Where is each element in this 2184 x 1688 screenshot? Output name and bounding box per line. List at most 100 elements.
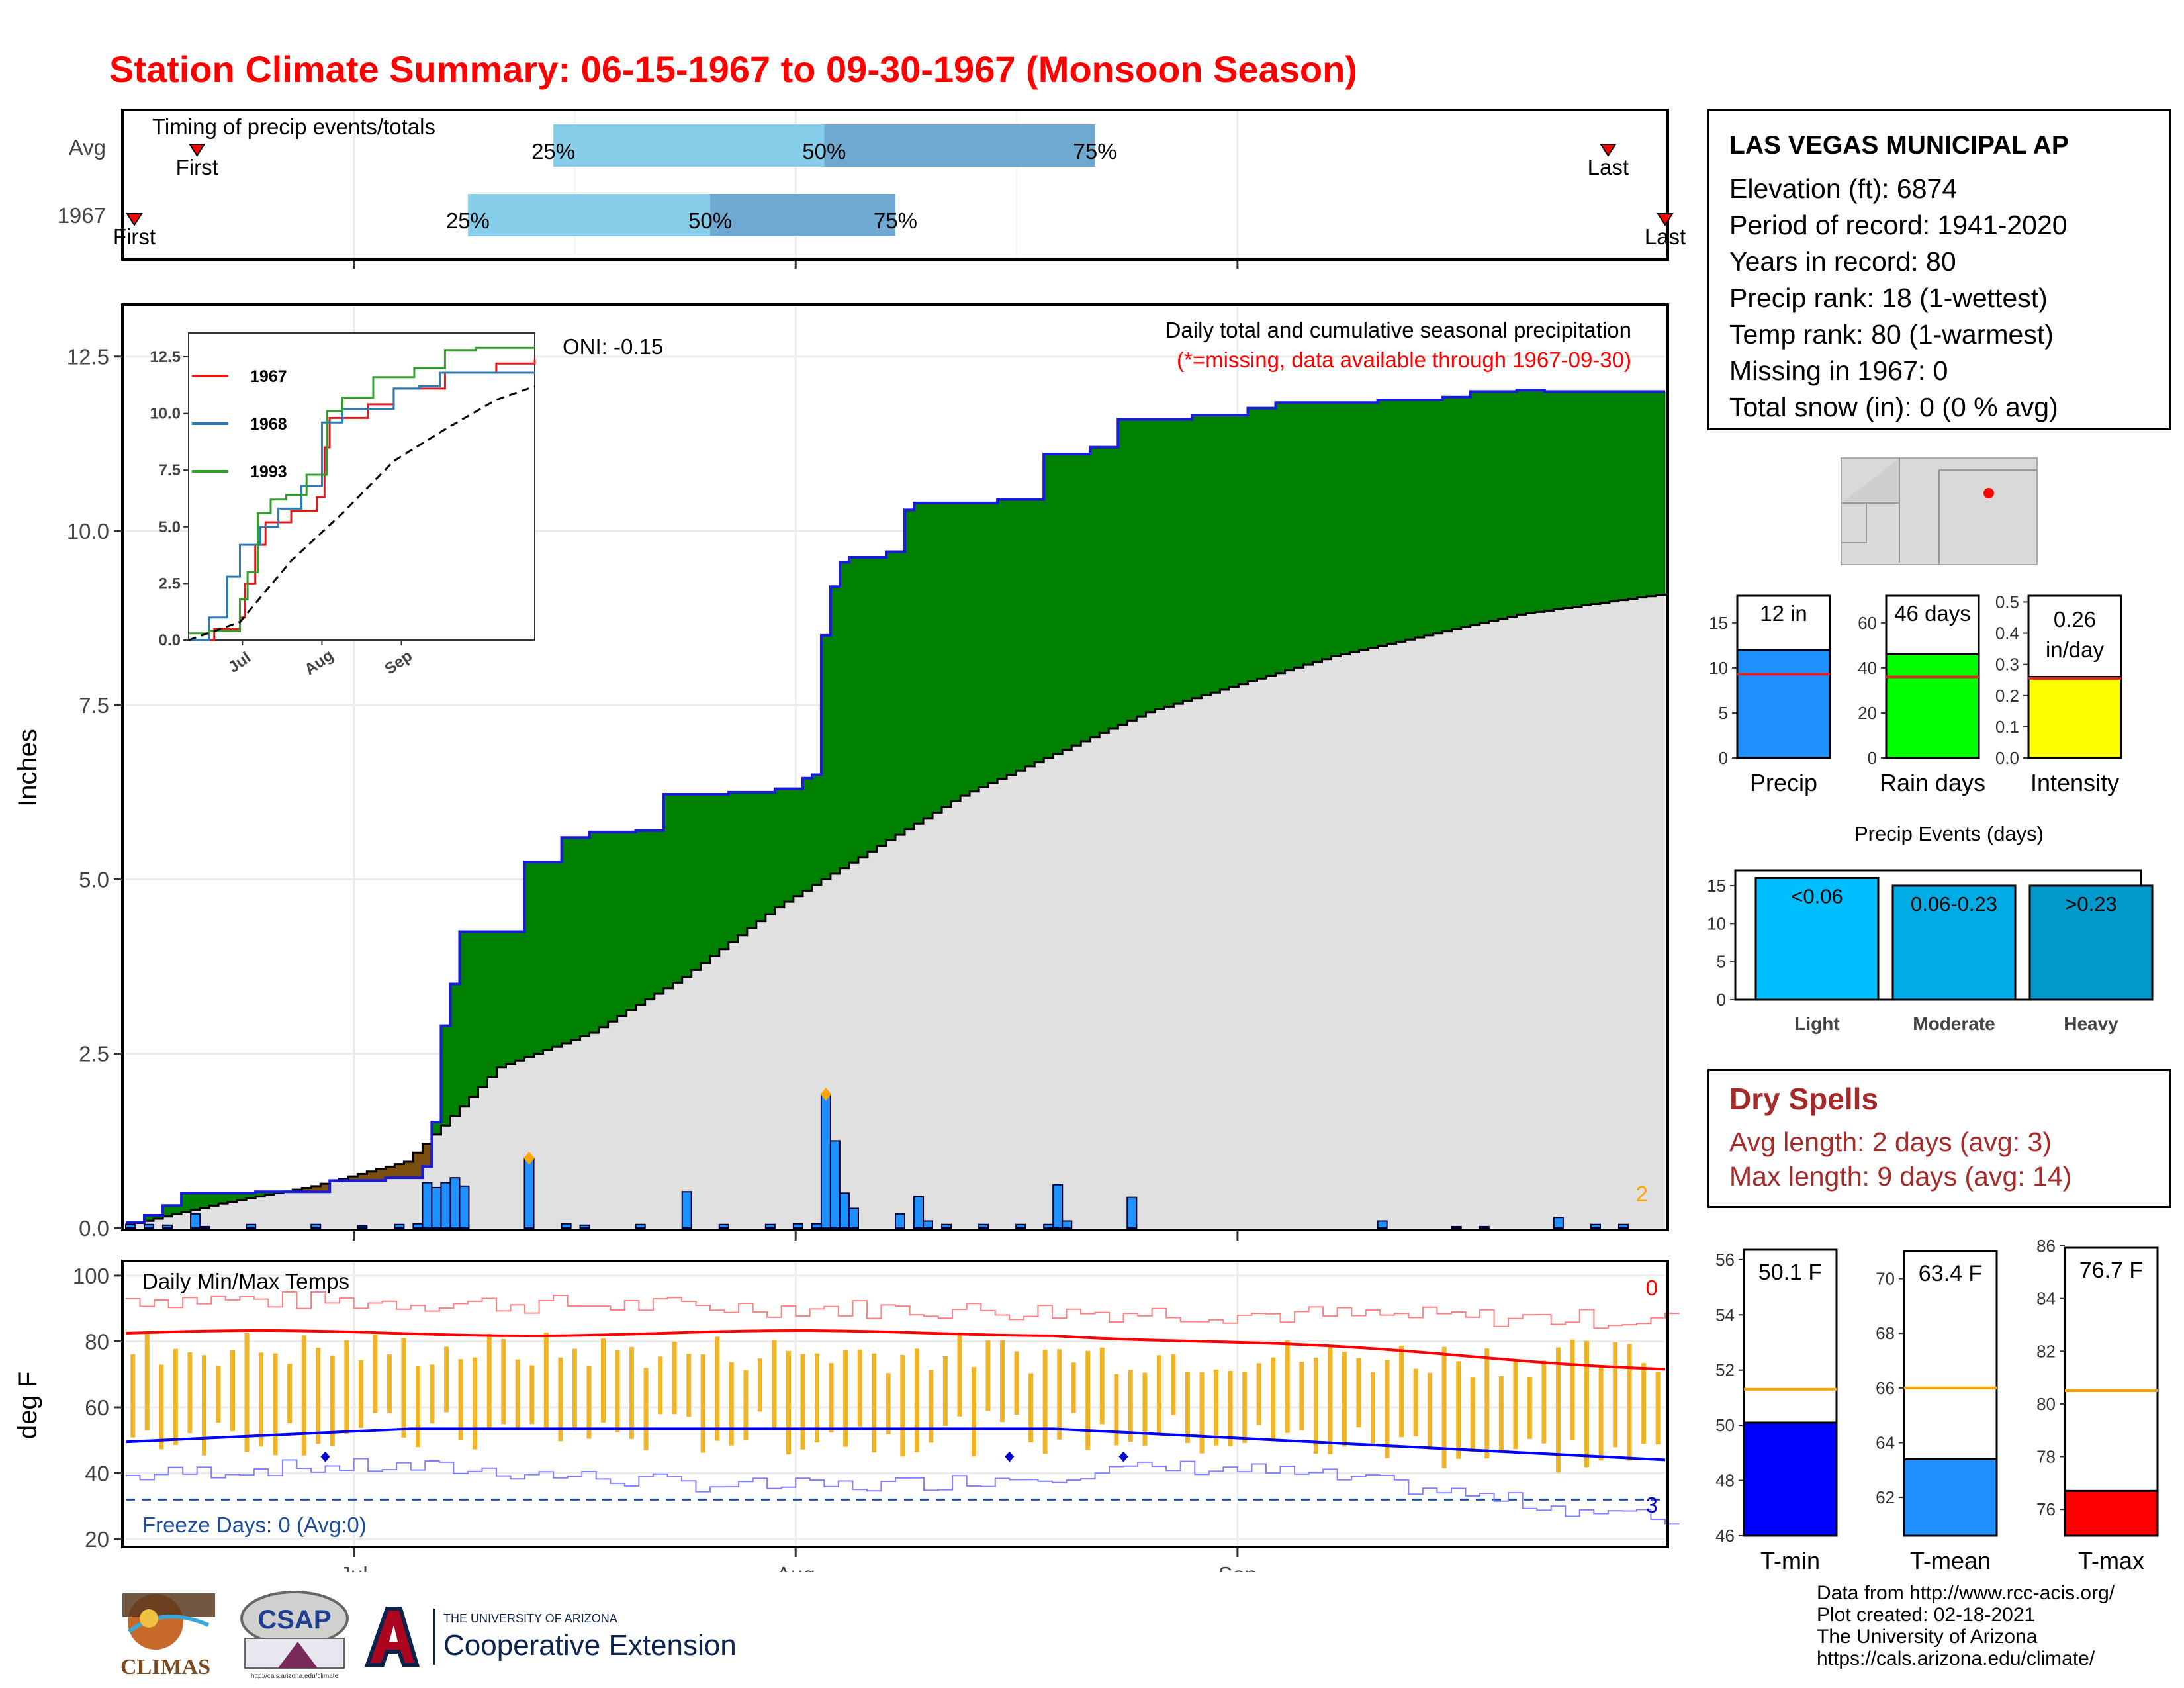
above-avg-area: [895, 551, 905, 835]
mini-bar-value: 46 days: [1894, 601, 1971, 626]
credit-plot-created: Plot created: 02-18-2021: [1817, 1604, 2036, 1626]
above-avg-area: [1210, 415, 1220, 693]
above-avg-area: [1424, 400, 1434, 635]
precip-ytick-label: 5.0: [79, 867, 109, 892]
missing-count: 2: [1636, 1182, 1648, 1206]
above-avg-area: [487, 931, 497, 1078]
above-avg-area: [1266, 408, 1276, 676]
above-avg-area: [858, 557, 868, 857]
temp-bar-ytick-label: 86: [2036, 1236, 2056, 1256]
freeze-days: Freeze Days: 0 (Avg:0): [142, 1513, 367, 1537]
timing-frame: [121, 109, 1669, 261]
above-avg-area: [1331, 402, 1342, 657]
mini-bar-value: 0.26: [2054, 607, 2096, 632]
events-category-label: Light: [1794, 1013, 1839, 1034]
credits: Data from http://www.rcc-acis.org/ Plot …: [1817, 1582, 2115, 1669]
daily-precip-bar: [829, 1140, 841, 1229]
dry-spells-box: Dry Spells Avg length: 2 days (avg: 3) M…: [1707, 1069, 2171, 1208]
precip-ytick-label: 12.5: [67, 345, 109, 369]
events-title: Precip Events (days): [1854, 822, 2044, 845]
daily-precip-bar: [1043, 1223, 1054, 1229]
above-avg-area: [1414, 400, 1425, 638]
record-low-marker: [1118, 1451, 1128, 1462]
daily-precip-bar: [848, 1207, 859, 1229]
timing-label-25: 25%: [531, 139, 575, 164]
csap-wordmark: CSAP: [257, 1605, 331, 1634]
temp-bar-t-max: [2064, 1489, 2159, 1537]
timing-bar-50-75: [710, 194, 895, 236]
timing-bars: 25% 50% 75% First Last 25% 50% 75% First Last: [113, 124, 1686, 249]
daily-precip-bar: [144, 1223, 155, 1229]
above-avg-area: [1368, 402, 1379, 648]
above-avg-area: [793, 788, 803, 896]
inset-legend-label: 1967: [250, 367, 287, 386]
station-info-box: LAS VEGAS MUNICIPAL AP Elevation (ft): 6…: [1707, 109, 2171, 430]
events-bar-light: [1754, 876, 1880, 1001]
credit-data-source: Data from http://www.rcc-acis.org/: [1817, 1582, 2115, 1604]
temp-bar-label: T-mean: [1910, 1547, 1991, 1574]
above-avg-area: [1275, 402, 1286, 673]
above-avg-area: [1034, 499, 1044, 763]
above-avg-area: [1479, 391, 1490, 623]
above-avg-area: [1127, 419, 1137, 721]
precip-ytick-label: 2.5: [79, 1042, 109, 1066]
temp-bar-ytick-label: 84: [2036, 1289, 2056, 1309]
above-avg-area: [867, 557, 878, 852]
temp-y-axis: 20 40 60 80 100: [73, 1264, 122, 1552]
daily-precip-bar: [394, 1223, 405, 1229]
above-avg-area: [1303, 402, 1314, 665]
below-avg-area: [422, 1143, 432, 1167]
above-avg-area: [682, 794, 692, 977]
inset-xtick-label: Aug: [301, 646, 337, 679]
above-avg-area: [1451, 397, 1462, 630]
last-marker: [1600, 144, 1617, 157]
record-low-line: [126, 1458, 1680, 1525]
above-avg-area: [265, 1192, 275, 1195]
mini-bar-rain-days: [1885, 653, 1980, 759]
above-avg-area: [218, 1193, 228, 1204]
locator-map: [1841, 457, 2038, 565]
above-avg-area: [839, 562, 850, 868]
daily-precip-bar: [246, 1223, 257, 1229]
above-avg-area: [747, 792, 757, 929]
daily-precip-bar: [839, 1192, 850, 1229]
temp-ytick-label: 60: [85, 1395, 109, 1420]
above-avg-area: [246, 1193, 256, 1199]
mini-bar-ytick-label: 10: [1709, 658, 1728, 678]
above-avg-area: [1062, 454, 1072, 750]
above-avg-area: [524, 862, 535, 1058]
below-avg-area: [385, 1166, 395, 1178]
above-avg-area: [626, 831, 637, 1011]
mini-bar-ytick-label: 0: [1719, 748, 1728, 768]
above-avg-area: [1285, 402, 1295, 671]
station-temp-rank: Temp rank: 80 (1-warmest): [1729, 319, 2054, 350]
daily-precip-bar: [579, 1224, 590, 1229]
temp-title: Daily Min/Max Temps: [142, 1269, 349, 1293]
inset-ytick-label: 2.5: [159, 575, 181, 592]
temp-bar-t-mean: [1903, 1458, 1998, 1537]
credit-url: https://cals.arizona.edu/climate/: [1817, 1648, 2095, 1669]
above-avg-area: [905, 510, 915, 829]
above-avg-area: [728, 792, 739, 943]
above-avg-area: [608, 831, 618, 1022]
inset-line-avg: [188, 385, 535, 641]
above-avg-area: [533, 862, 544, 1054]
timing-bar-25-50: [553, 124, 825, 167]
above-avg-area: [1164, 419, 1174, 707]
above-avg-area: [709, 794, 720, 957]
above-avg-area: [228, 1193, 238, 1202]
below-avg-area: [376, 1169, 386, 1181]
above-avg-area: [1109, 447, 1118, 729]
above-avg-area: [1516, 390, 1527, 615]
daily-precip-bars: [125, 1087, 1629, 1229]
above-avg-area: [1600, 391, 1610, 603]
above-avg-area: [942, 502, 952, 807]
above-avg-area: [1359, 402, 1369, 651]
above-avg-area: [672, 794, 683, 983]
temp-bar-ytick-label: 70: [1876, 1269, 1895, 1289]
temp-bar-value: 76.7 F: [2079, 1258, 2143, 1283]
precip-ytick-label: 7.5: [79, 693, 109, 718]
daily-precip-bar: [1015, 1223, 1026, 1229]
above-avg-area: [543, 862, 553, 1051]
csap-logo: CSAP http://cals.arizona.edu/climate: [232, 1585, 351, 1681]
